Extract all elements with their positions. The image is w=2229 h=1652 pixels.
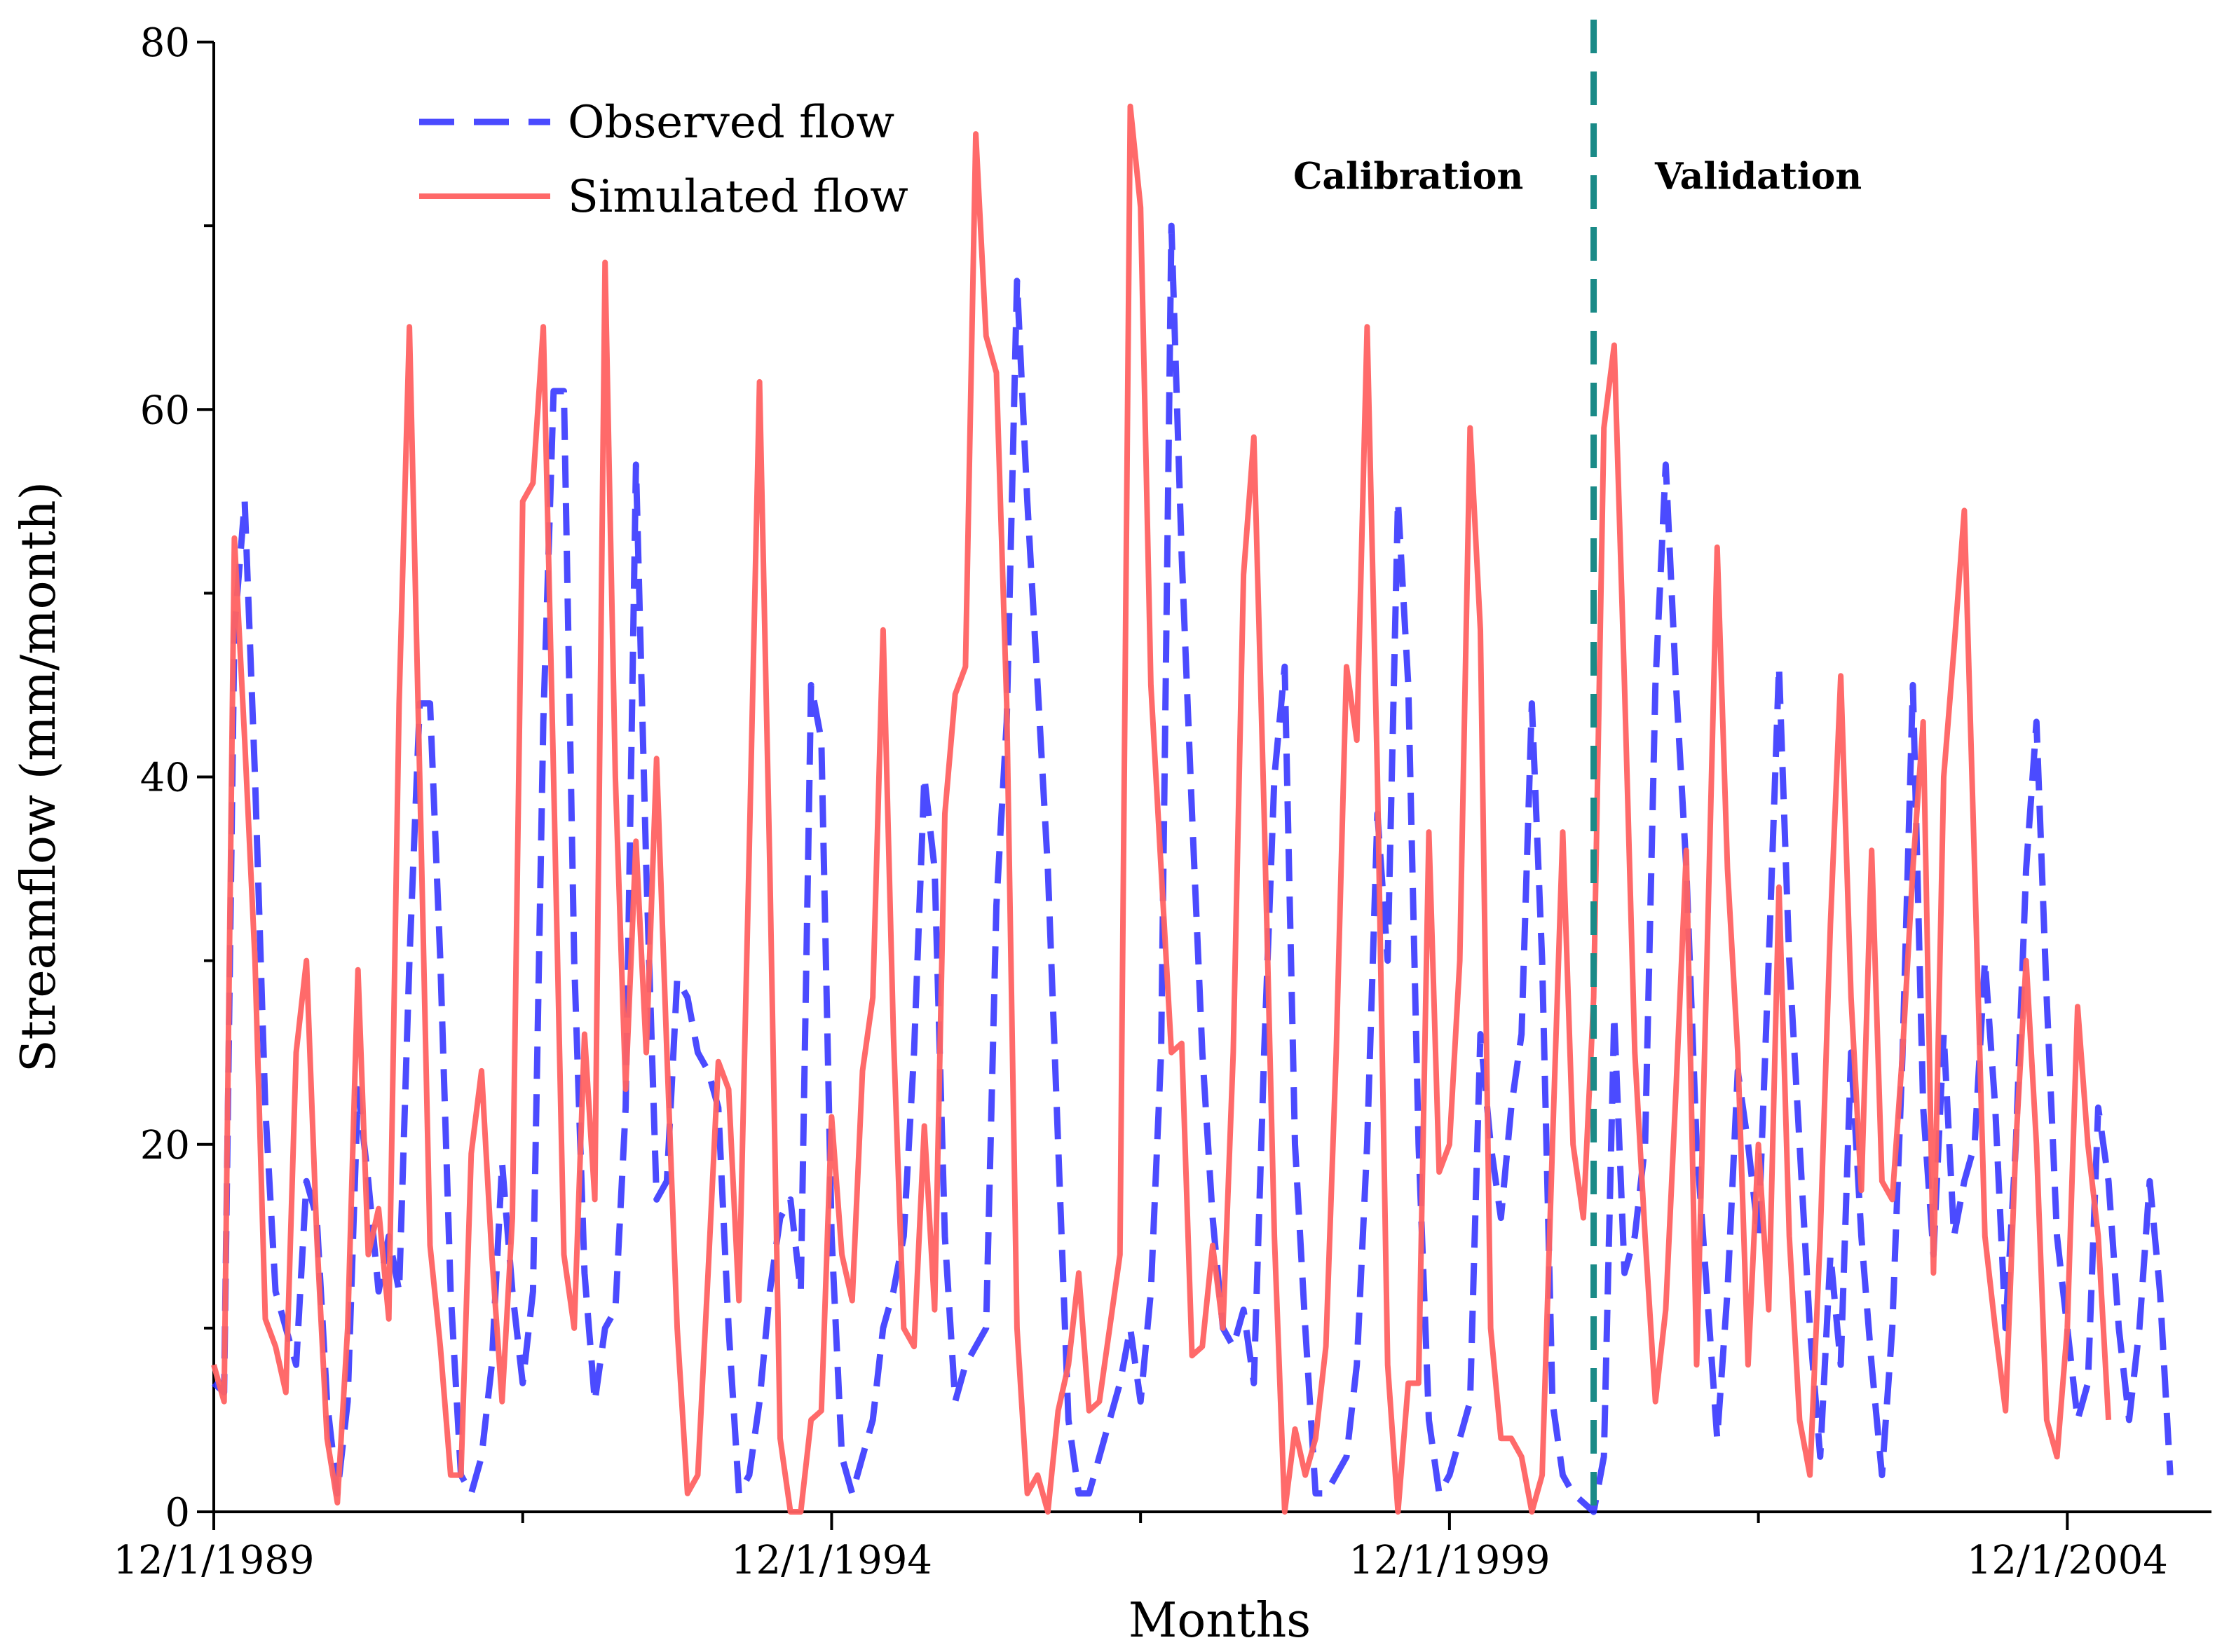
y-tick-label-60: 60: [140, 388, 190, 433]
annotation-calibration: Calibration: [1293, 156, 1523, 198]
x-tick-label-0: 12/1/1989: [113, 1538, 314, 1583]
simulated-flow-line: [211, 103, 2112, 1515]
x-tick-label-2: 12/1/1999: [1349, 1538, 1550, 1583]
labels-layer: 0 20 40 60 80 12/1/1989 12/1/1994 12/1/1999 12/1…: [11, 20, 2168, 1648]
legend: Observed flow Simulated flow: [419, 97, 908, 223]
axes-layer: [197, 41, 2211, 1530]
x-tick-label-1: 12/1/1994: [731, 1538, 932, 1583]
y-tick-label-80: 80: [140, 20, 190, 66]
series-layer: [211, 103, 2174, 1515]
x-axis-title: Months: [1129, 1593, 1311, 1648]
observed-flow-line: [212, 222, 2174, 1515]
y-tick-label-0: 0: [165, 1490, 190, 1536]
y-tick-label-40: 40: [140, 756, 190, 801]
legend-label-observed: Observed flow: [568, 97, 894, 149]
annotation-validation: Validation: [1654, 156, 1862, 198]
x-tick-label-3: 12/1/2004: [1967, 1538, 2168, 1583]
y-tick-label-20: 20: [140, 1123, 190, 1168]
legend-label-simulated: Simulated flow: [568, 171, 908, 223]
y-axis-title: Streamflow (mm/month): [11, 482, 67, 1072]
